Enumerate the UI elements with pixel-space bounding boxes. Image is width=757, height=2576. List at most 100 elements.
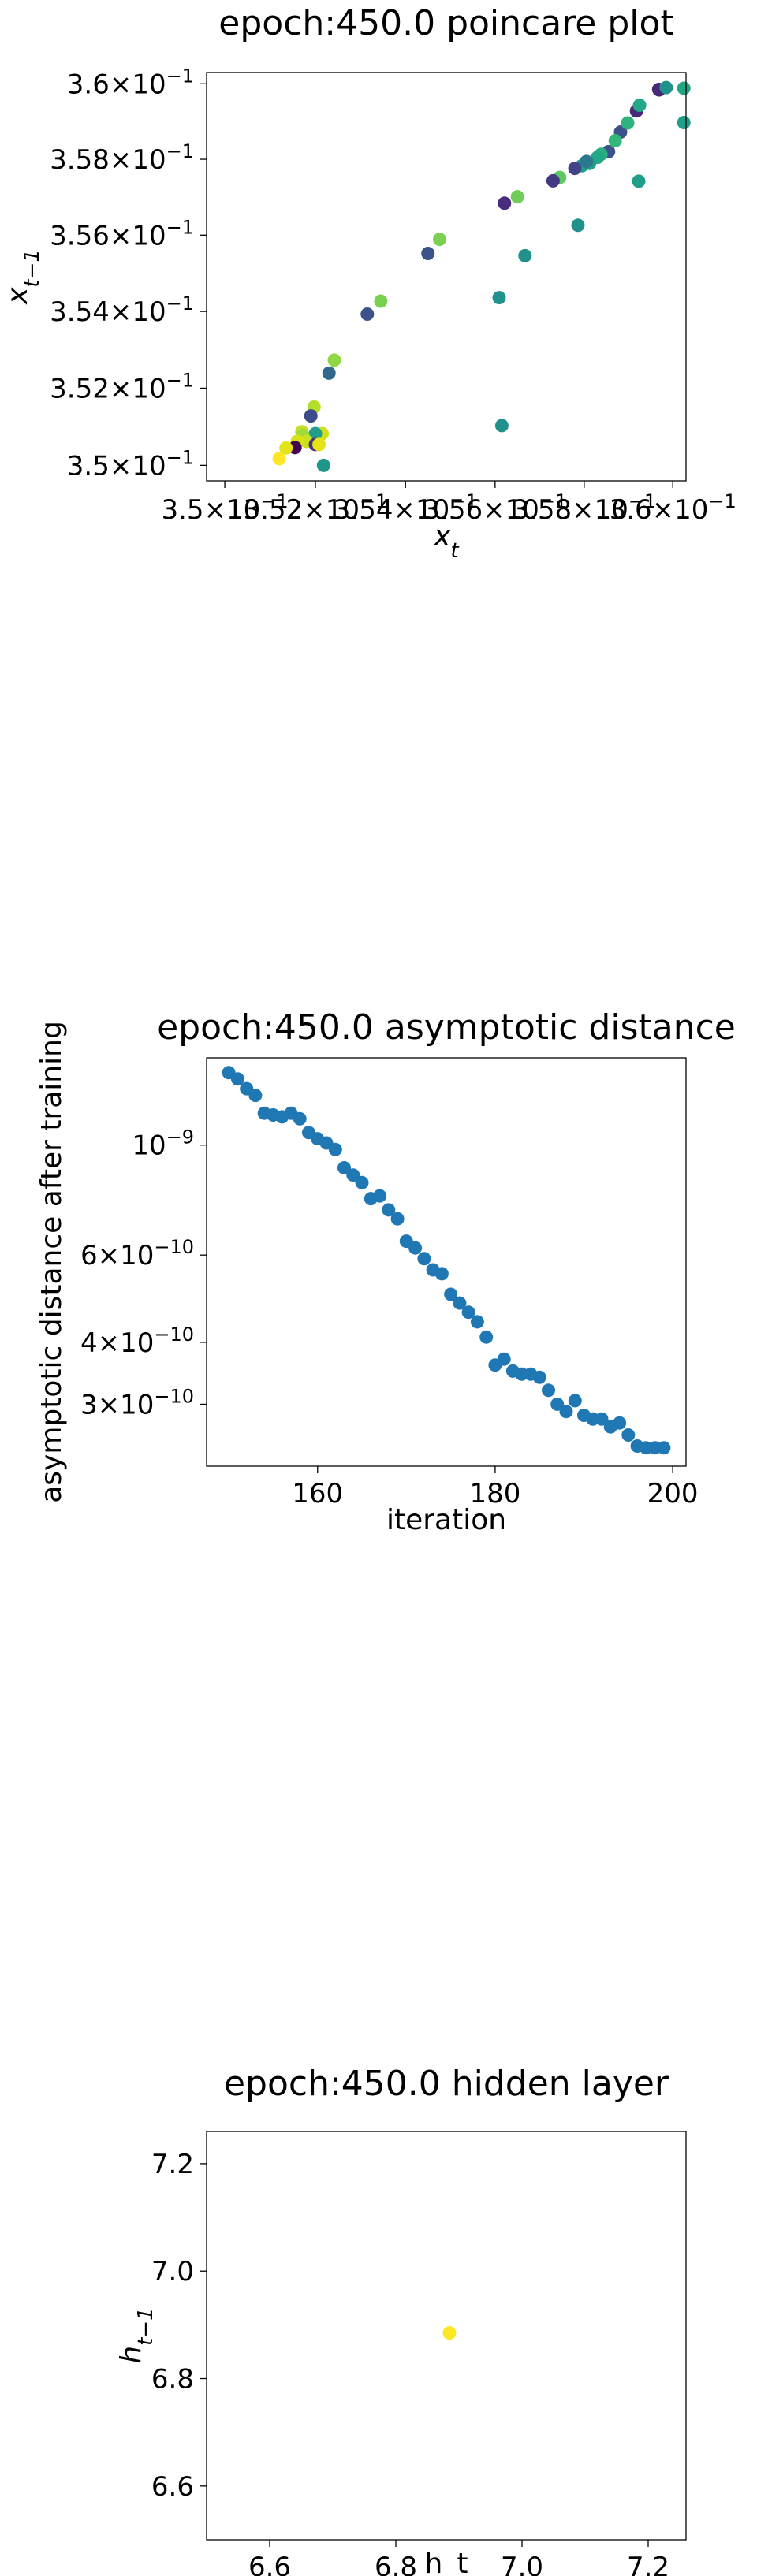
- scatter-point: [433, 233, 446, 247]
- scatter-point: [497, 1352, 511, 1366]
- hidden-layer-chart: epoch:450.0 hidden layer 6.6 6.8 7.0 7.2 6.…: [0, 2002, 757, 2576]
- scatter-point: [494, 419, 509, 433]
- y-tick-label: 3.58×10−1: [50, 140, 194, 176]
- y-tick-label: 3.56×10−1: [50, 216, 194, 251]
- chart-title: epoch:450.0 poincare plot: [218, 3, 673, 43]
- y-tick-label: 4×10−10: [80, 1323, 194, 1359]
- y-tick-label: 3.52×10−1: [50, 369, 194, 404]
- x-tick-label: 200: [647, 1478, 699, 1509]
- scatter-point: [677, 116, 691, 129]
- scatter-point: [510, 190, 524, 204]
- scatter-point: [360, 307, 375, 321]
- x-axis-label: h_t: [425, 2548, 468, 2576]
- plot-frame: [206, 2131, 687, 2541]
- y-axis-label: ht−1: [115, 2307, 158, 2363]
- scatter-point: [595, 1412, 609, 1426]
- poincare-plot-svg: epoch:450.0 poincare plot 3.5×10−13.52×1…: [2, 3, 736, 563]
- y-tick-label: 6×10−10: [80, 1236, 194, 1271]
- scatter-point: [442, 2326, 457, 2340]
- scatter-point: [568, 1394, 582, 1408]
- scatter-point: [374, 294, 388, 308]
- x-tick-label: 160: [292, 1478, 343, 1509]
- scatter-point: [328, 1142, 342, 1156]
- x-tick-label: 3.58×10−1: [512, 490, 656, 526]
- y-tick-label: 6.8: [151, 2364, 194, 2395]
- scatter-point: [248, 1089, 263, 1103]
- x-tick-label: 3.6×10−1: [610, 490, 736, 526]
- y-axis-label: asymptotic distance after training: [35, 1021, 68, 1503]
- scatter-point: [632, 99, 647, 112]
- scatter-point: [546, 173, 560, 188]
- plot-frame: [206, 1057, 687, 1467]
- scatter-point: [417, 1252, 431, 1266]
- scatter-point: [453, 1296, 467, 1310]
- y-tick-label: 10−9: [132, 1126, 194, 1162]
- y-tick-label: 3.5×10−1: [67, 446, 194, 482]
- x-axis-label: iteration: [386, 1504, 506, 1536]
- chart-title: epoch:450.0 hidden layer: [224, 2064, 669, 2104]
- scatter-point: [390, 1212, 405, 1226]
- scatter-point: [518, 248, 532, 262]
- scatter-point: [421, 247, 435, 260]
- scatter-point: [498, 196, 512, 210]
- scatter-point: [408, 1241, 423, 1255]
- x-tick-label: 3.5×10−1: [161, 490, 288, 526]
- scatter-point: [373, 1189, 387, 1203]
- asymptotic-distance-chart: epoch:450.0 asymptotic distance 160 180 20…: [0, 1001, 757, 1600]
- scatter-point: [542, 1383, 555, 1398]
- scatter-point: [621, 1428, 636, 1442]
- scatter-point: [613, 1416, 627, 1430]
- scatter-point: [327, 353, 341, 367]
- scatter-point: [316, 458, 330, 472]
- scatter-point: [580, 154, 594, 169]
- x-tick-label: 6.8: [375, 2552, 417, 2576]
- scatter-point: [550, 1397, 565, 1411]
- scatter-point: [492, 291, 506, 305]
- scatter-point: [479, 1330, 494, 1344]
- scatter-point: [571, 218, 585, 233]
- scatter-point: [559, 1405, 573, 1419]
- scatter-point: [632, 174, 646, 188]
- hidden-layer-svg: epoch:450.0 hidden layer 6.6 6.8 7.0 7.2 6.…: [115, 2064, 687, 2576]
- scatter-point: [461, 1305, 475, 1320]
- scatter-point: [532, 1370, 546, 1384]
- y-tick-label: 7.0: [151, 2256, 194, 2288]
- x-tick-label: 6.6: [248, 2552, 291, 2576]
- x-tick-label: 7.2: [627, 2552, 669, 2576]
- y-axis-label: xt−1: [2, 249, 44, 305]
- scatter-point: [322, 366, 336, 380]
- scatter-point: [293, 1111, 307, 1126]
- scatter-point: [230, 1072, 244, 1086]
- scatter-point: [272, 452, 286, 466]
- scatter-point: [382, 1203, 396, 1217]
- scatter-point: [568, 162, 582, 176]
- scatter-point: [677, 81, 691, 95]
- scatter-point: [346, 1168, 360, 1182]
- x-tick-label: 7.0: [501, 2552, 543, 2576]
- scatter-point: [279, 441, 293, 455]
- poincare-plot-chart: epoch:450.0 poincare plot 3.5×10−1 3.52×1…: [0, 0, 757, 788]
- y-tick-label: 3×10−10: [80, 1385, 194, 1420]
- x-tick-label: 3.56×10−1: [423, 490, 567, 526]
- x-tick-label: 180: [469, 1478, 520, 1509]
- scatter-point: [470, 1315, 484, 1329]
- scatter-point: [304, 409, 318, 423]
- chart-title: epoch:450.0 asymptotic distance: [157, 1007, 736, 1048]
- scatter-point: [337, 1161, 351, 1174]
- plot-frame: [206, 72, 687, 482]
- y-tick-label: 3.6×10−1: [67, 65, 194, 100]
- scatter-point: [312, 437, 326, 452]
- y-tick-label: 7.2: [151, 2149, 194, 2180]
- y-tick-label: 3.54×10−1: [50, 292, 194, 328]
- scatter-point: [621, 116, 635, 130]
- y-tick-label: 6.6: [151, 2471, 194, 2503]
- scatter-point: [355, 1175, 369, 1189]
- x-axis-label: xt: [433, 520, 459, 563]
- scatter-point: [657, 1441, 671, 1455]
- scatter-point: [659, 80, 673, 95]
- scatter-point: [444, 1287, 458, 1301]
- x-tick-label: 3.52×10−1: [244, 490, 388, 526]
- scatter-point: [608, 134, 622, 147]
- scatter-point: [308, 426, 323, 441]
- x-tick-label: 3.54×10−1: [334, 490, 478, 526]
